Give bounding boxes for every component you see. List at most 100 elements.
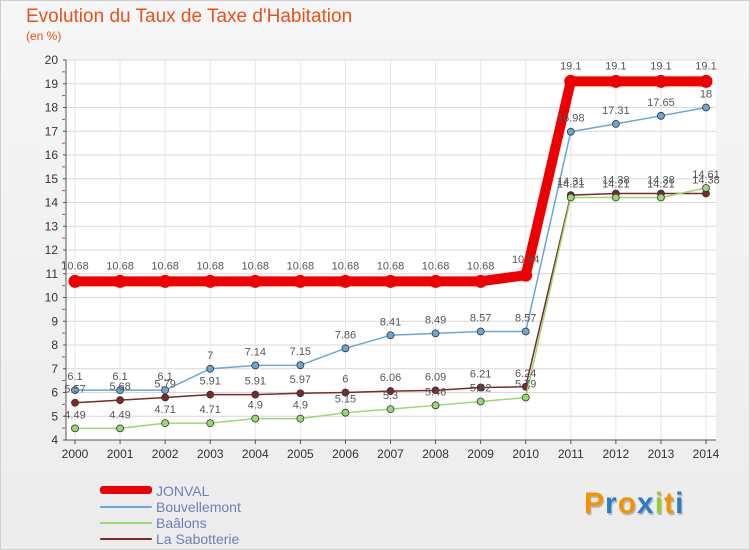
data-label: 19.1 <box>605 60 626 72</box>
data-point <box>206 390 215 399</box>
data-point <box>161 393 170 402</box>
data-label: 5.62 <box>470 383 491 395</box>
logo-letter: o <box>617 487 638 520</box>
data-point <box>206 419 215 428</box>
data-label: 4.71 <box>154 404 175 416</box>
data-point <box>702 184 710 192</box>
data-point <box>519 268 533 282</box>
legend-swatch-la-sabotterie <box>100 538 152 540</box>
data-label: 17.31 <box>602 105 630 117</box>
data-point <box>71 386 79 395</box>
data-point <box>203 274 217 288</box>
x-tick-label: 2004 <box>242 447 269 461</box>
data-point <box>699 74 713 88</box>
data-point <box>251 390 260 399</box>
y-tick-label: 13 <box>45 219 59 233</box>
data-label: 5.15 <box>335 394 356 406</box>
data-label: 6.09 <box>425 371 446 383</box>
logo-letter: r <box>605 487 618 520</box>
data-label: 5.79 <box>154 378 175 390</box>
data-label: 8.57 <box>470 312 491 324</box>
data-label: 14.31 <box>557 176 585 188</box>
y-tick-label: 6 <box>51 386 58 400</box>
data-point <box>521 393 530 402</box>
data-label: 5.46 <box>425 386 446 398</box>
x-tick-label: 2005 <box>287 447 314 461</box>
data-point <box>611 193 620 202</box>
data-label: 14.61 <box>692 169 720 181</box>
data-label: 4.9 <box>248 400 263 412</box>
data-label: 10.68 <box>287 260 315 272</box>
logo-letter: i <box>675 487 685 520</box>
y-tick-label: 5 <box>51 409 58 423</box>
x-tick-label: 2008 <box>422 447 449 461</box>
data-label: 10.68 <box>467 260 495 272</box>
data-point <box>341 388 350 397</box>
y-tick-label: 12 <box>45 243 59 257</box>
data-point <box>341 408 350 417</box>
data-label: 14.38 <box>692 174 720 186</box>
data-point <box>116 396 124 405</box>
x-tick-label: 2007 <box>377 447 404 461</box>
data-label: 4.9 <box>293 400 308 412</box>
data-point <box>474 274 488 288</box>
data-point <box>158 274 172 288</box>
logo-letter: x <box>637 487 655 520</box>
data-label: 7.15 <box>290 346 311 358</box>
x-tick-label: 2002 <box>152 447 179 461</box>
data-label: 8.57 <box>515 312 536 324</box>
data-point <box>296 389 305 398</box>
data-point <box>431 401 440 410</box>
y-tick-label: 7 <box>51 362 58 376</box>
data-label: 6.06 <box>380 372 401 384</box>
data-label: 6.1 <box>157 371 172 383</box>
logo-letter: P <box>584 487 606 520</box>
data-point <box>116 386 124 395</box>
data-label: 14.38 <box>647 174 675 186</box>
data-label: 18 <box>700 89 712 101</box>
data-point <box>566 193 575 202</box>
y-tick-label: 17 <box>45 124 59 138</box>
data-point <box>71 424 79 433</box>
data-label: 4.71 <box>200 404 221 416</box>
data-label: 5.57 <box>64 384 85 396</box>
legend-item-jonval: JONVAL <box>100 483 330 500</box>
data-point <box>609 74 623 88</box>
data-label: 16.98 <box>557 113 585 125</box>
legend-swatch-jonval <box>100 486 152 494</box>
data-point <box>654 74 668 88</box>
data-point <box>521 327 530 336</box>
data-point <box>161 386 170 395</box>
y-tick-label: 15 <box>45 172 59 186</box>
data-label: 5.68 <box>109 381 130 393</box>
data-point <box>431 386 440 395</box>
data-point <box>251 414 260 423</box>
data-label: 10.94 <box>512 254 540 266</box>
x-tick-label: 2012 <box>603 447 630 461</box>
data-label: 6.21 <box>470 369 491 381</box>
y-tick-label: 4 <box>51 433 58 447</box>
y-tick-label: 9 <box>51 314 58 328</box>
logo-letter: i <box>654 487 665 520</box>
data-label: 10.68 <box>377 260 405 272</box>
data-point <box>429 274 443 288</box>
data-point <box>71 398 79 407</box>
data-point <box>296 414 305 423</box>
x-tick-label: 2010 <box>512 447 539 461</box>
data-point <box>293 274 307 288</box>
x-tick-label: 2009 <box>467 447 494 461</box>
data-point <box>116 424 124 433</box>
data-label: 14.21 <box>602 179 630 191</box>
y-tick-label: 11 <box>46 267 59 281</box>
data-label: 5.91 <box>200 376 221 388</box>
x-tick-label: 2000 <box>62 447 89 461</box>
data-label: 5.3 <box>383 390 398 402</box>
data-point <box>566 127 575 136</box>
y-tick-label: 20 <box>45 53 59 67</box>
y-axis-unit: (en %) <box>26 29 62 43</box>
y-tick-label: 10 <box>45 291 59 305</box>
data-point <box>113 274 127 288</box>
data-label: 10.68 <box>196 260 224 272</box>
data-label: 5.79 <box>515 378 536 390</box>
